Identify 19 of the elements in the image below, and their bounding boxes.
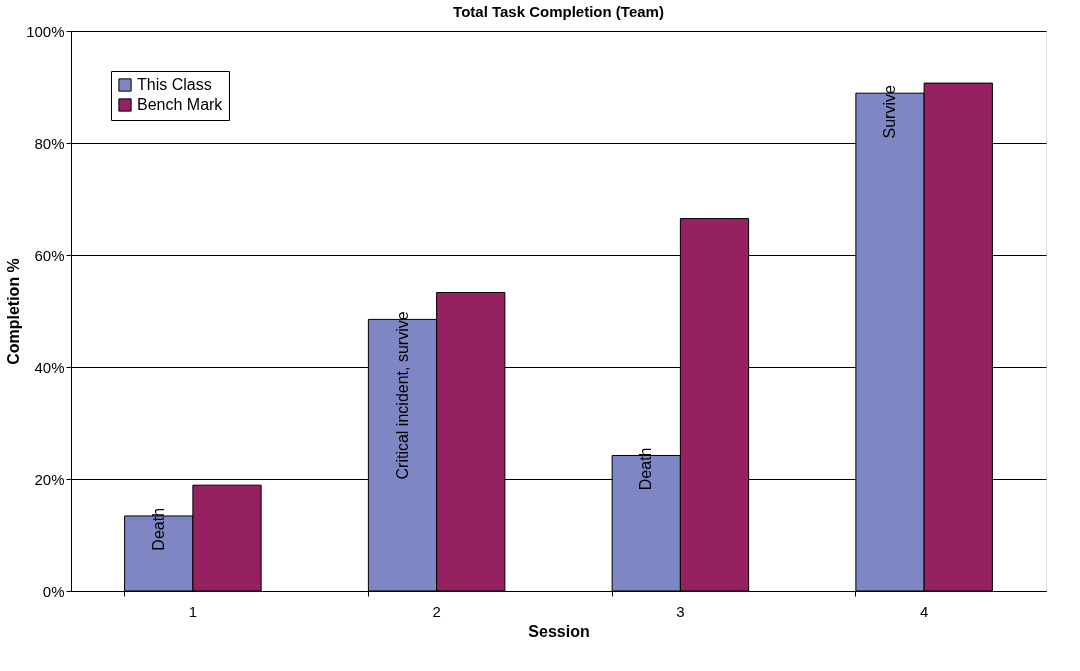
y-tick-label: 100% [26,22,65,40]
y-tick-label: 20% [34,470,65,488]
y-tick-label: 0% [42,582,65,600]
y-axis-title: Completion % [5,258,23,365]
y-tick-label: 40% [34,358,65,376]
x-tick-label: 4 [919,602,929,620]
x-tick-label: 3 [676,602,685,620]
chart-title: Total Task Completion (Team) [453,3,664,20]
y-tick-label: 60% [34,246,65,264]
x-axis-title: Session [528,622,590,640]
x-tick-label: 2 [432,602,441,620]
legend-label: This Class [137,76,212,93]
annotation: Critical incident, survive [393,311,411,480]
annotation: Death [637,447,655,491]
legend-label: Bench Mark [137,96,224,113]
x-tick-label: 1 [188,602,198,620]
annotation: Death [149,507,167,551]
annotation: Survive [881,85,898,139]
y-tick-label: 80% [34,134,65,152]
